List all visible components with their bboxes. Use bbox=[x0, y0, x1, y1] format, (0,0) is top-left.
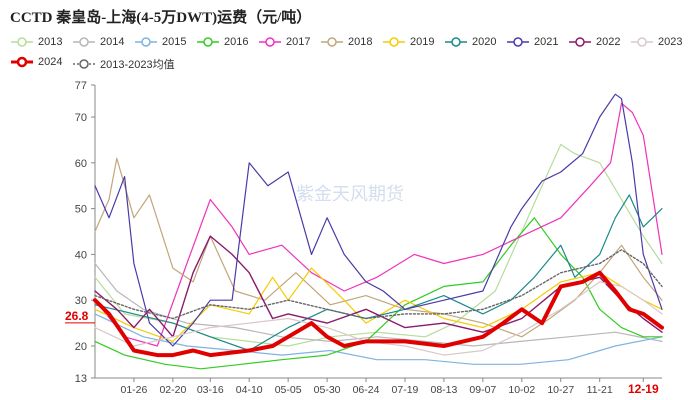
series-line-2017 bbox=[94, 102, 663, 347]
x-tick-label: 07-19 bbox=[392, 384, 419, 396]
legend-swatch bbox=[445, 37, 467, 47]
legend-swatch-marker bbox=[17, 37, 27, 47]
series-line-2022 bbox=[94, 235, 663, 338]
legend-swatch bbox=[507, 37, 529, 47]
y-tick-label: 77 bbox=[75, 80, 87, 92]
x-tick-label: 03-16 bbox=[197, 384, 224, 396]
legend-item: 2013 bbox=[10, 36, 62, 48]
series-line-2013-2023均值 bbox=[94, 249, 663, 320]
legend-swatch bbox=[11, 56, 33, 68]
legend-label: 2023 bbox=[658, 36, 683, 48]
legend-item: 2018 bbox=[320, 36, 372, 48]
x-tick-label: 06-24 bbox=[353, 384, 380, 396]
legend-item: 2013-2023均值 bbox=[72, 56, 175, 72]
legend-item: 2015 bbox=[134, 36, 186, 48]
legend-swatch bbox=[197, 37, 219, 47]
legend-item: 2020 bbox=[444, 36, 496, 48]
legend-swatch-marker bbox=[265, 37, 275, 47]
legend-label: 2015 bbox=[162, 36, 187, 48]
series-line-2020 bbox=[94, 194, 663, 352]
legend-swatch bbox=[73, 37, 95, 47]
legend-label: 2018 bbox=[348, 36, 373, 48]
x-tick-label: 10-27 bbox=[547, 384, 574, 396]
legend-label: 2020 bbox=[472, 36, 497, 48]
current-value-label: 26.8 bbox=[65, 309, 89, 323]
watermark: 紫金天风期货 bbox=[296, 184, 404, 204]
legend-label: 2019 bbox=[410, 36, 435, 48]
legend-swatch bbox=[11, 37, 33, 47]
legend-swatch-marker bbox=[513, 37, 523, 47]
legend-swatch-marker bbox=[389, 37, 399, 47]
legend-swatch bbox=[569, 37, 591, 47]
legend-item: 2024 bbox=[10, 56, 62, 68]
series-line-2015 bbox=[94, 313, 663, 365]
x-tick-label: 08-13 bbox=[430, 384, 457, 396]
y-tick-label: 13 bbox=[75, 373, 87, 385]
series-line-2021 bbox=[94, 93, 663, 347]
x-tick-label: 11-21 bbox=[587, 384, 613, 396]
legend-swatch-marker bbox=[327, 37, 337, 47]
legend-item: 2019 bbox=[382, 36, 434, 48]
legend-swatch bbox=[383, 37, 405, 47]
legend-swatch-marker bbox=[79, 59, 89, 69]
y-tick-label: 20 bbox=[75, 341, 87, 353]
legend-swatch-marker bbox=[79, 37, 89, 47]
series-line-2018 bbox=[94, 157, 663, 338]
legend-item: 2016 bbox=[196, 36, 248, 48]
legend-label: 2024 bbox=[38, 56, 63, 68]
y-tick-label: 30 bbox=[75, 295, 87, 307]
series-line-2016 bbox=[94, 217, 663, 370]
legend-label: 2014 bbox=[100, 36, 125, 48]
x-tick-label: 10-02 bbox=[508, 384, 535, 396]
current-date-label: 12-19 bbox=[628, 382, 659, 396]
x-tick-label: 05-30 bbox=[314, 384, 341, 396]
legend-swatch-marker bbox=[203, 37, 213, 47]
legend-swatch-marker bbox=[637, 37, 647, 47]
legend-swatch-marker bbox=[451, 37, 461, 47]
legend-swatch bbox=[135, 37, 157, 47]
y-tick-label: 50 bbox=[75, 204, 87, 216]
legend-swatch bbox=[321, 37, 343, 47]
legend-item: 2017 bbox=[258, 36, 310, 48]
legend-swatch bbox=[73, 59, 95, 69]
series-line-2024 bbox=[93, 270, 664, 358]
legend-swatch-marker bbox=[575, 37, 585, 47]
x-tick-label: 01-26 bbox=[121, 384, 148, 396]
legend-swatch-marker bbox=[141, 37, 151, 47]
legend-swatch bbox=[631, 37, 653, 47]
legend-item: 2014 bbox=[72, 36, 124, 48]
x-tick-label: 05-05 bbox=[275, 384, 302, 396]
legend-label: 2021 bbox=[534, 36, 559, 48]
legend-label: 2022 bbox=[596, 36, 621, 48]
y-tick-label: 70 bbox=[75, 112, 87, 124]
legend-label: 2016 bbox=[224, 36, 249, 48]
legend-item: 2023 bbox=[630, 36, 682, 48]
chart-title: CCTD 秦皇岛-上海(4-5万DWT)运费（元/吨） bbox=[10, 10, 312, 26]
legend-swatch-marker bbox=[16, 56, 28, 68]
x-tick-label: 09-07 bbox=[469, 384, 496, 396]
x-tick-label: 02-20 bbox=[159, 384, 186, 396]
legend-item: 2022 bbox=[568, 36, 620, 48]
legend-swatch bbox=[259, 37, 281, 47]
legend-label: 2013-2023均值 bbox=[100, 59, 175, 71]
legend-label: 2017 bbox=[286, 36, 311, 48]
x-tick-label: 04-10 bbox=[236, 384, 263, 396]
legend-item: 2021 bbox=[506, 36, 558, 48]
y-tick-label: 40 bbox=[75, 249, 87, 261]
y-tick-label: 60 bbox=[75, 158, 87, 170]
legend-label: 2013 bbox=[38, 36, 63, 48]
